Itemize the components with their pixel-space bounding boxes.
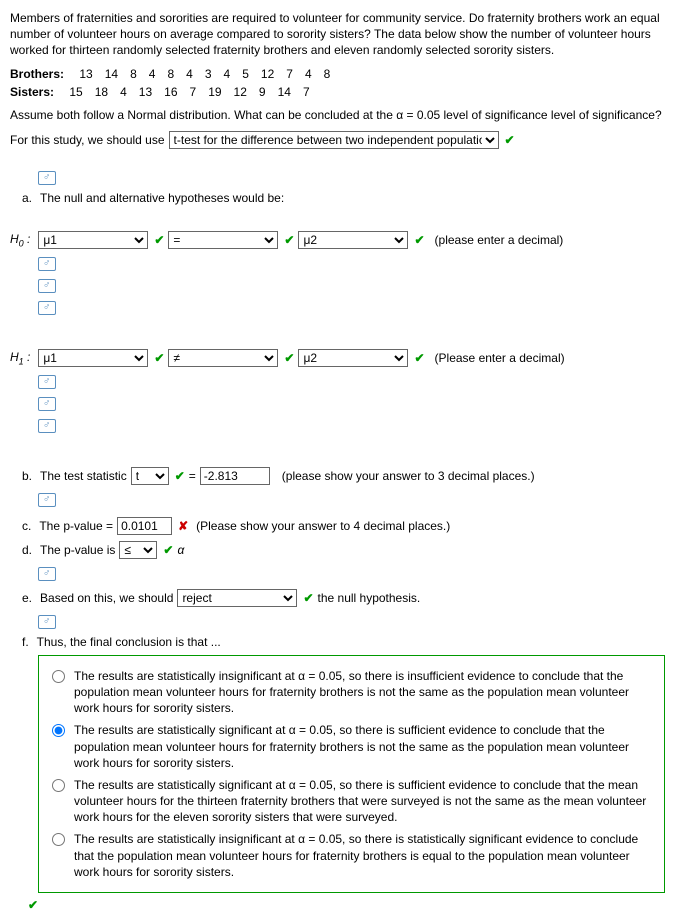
data-value: 15 xyxy=(63,85,88,99)
link-icon[interactable]: ♂ xyxy=(38,171,56,185)
check-icon: ✔ xyxy=(505,133,515,147)
link-icon[interactable]: ♂ xyxy=(38,257,56,271)
part-c: c. The p-value = ✘ (Please show your ans… xyxy=(22,517,665,535)
part-c-text: The p-value = xyxy=(39,519,113,533)
check-icon: ✔ xyxy=(414,233,424,247)
data-value: 14 xyxy=(99,67,124,81)
h1-row: H1 : μ1 ✔ ≠ ✔ μ2 ✔ (Please enter a decim… xyxy=(10,349,665,367)
h1-right-select[interactable]: μ2 xyxy=(298,349,408,367)
conclusion-radio-1[interactable] xyxy=(52,670,65,683)
data-value: 16 xyxy=(158,85,183,99)
check-icon: ✔ xyxy=(175,469,185,483)
h1-op-select[interactable]: ≠ xyxy=(168,349,278,367)
check-icon: ✔ xyxy=(154,233,164,247)
data-value: 8 xyxy=(161,67,180,81)
pvalue-input[interactable] xyxy=(117,517,172,535)
problem-intro: Members of fraternities and sororities a… xyxy=(10,10,665,59)
brothers-label: Brothers: xyxy=(10,67,64,81)
data-value: 12 xyxy=(255,67,280,81)
h0-op-select[interactable]: = xyxy=(168,231,278,249)
check-icon: ✔ xyxy=(163,543,173,557)
test-stat-select[interactable]: t xyxy=(131,467,169,485)
part-a: a. The null and alternative hypotheses w… xyxy=(22,191,665,205)
conclusion-text-4: The results are statistically insignific… xyxy=(74,831,656,880)
data-value: 12 xyxy=(228,85,253,99)
part-a-text: The null and alternative hypotheses woul… xyxy=(40,191,284,205)
h0-right-select[interactable]: μ2 xyxy=(298,231,408,249)
alpha-symbol: α xyxy=(177,543,184,557)
h1-label: H1 : xyxy=(10,350,30,366)
brothers-data: Brothers: 1314848434512748 xyxy=(10,67,665,81)
conclusion-radio-3[interactable] xyxy=(52,779,65,792)
conclusion-text-1: The results are statistically insignific… xyxy=(74,668,656,717)
data-value: 19 xyxy=(202,85,227,99)
data-value: 3 xyxy=(199,67,218,81)
h0-hint: (please enter a decimal) xyxy=(435,233,564,247)
part-e-after: the null hypothesis. xyxy=(318,591,421,605)
sisters-label: Sisters: xyxy=(10,85,54,99)
data-value: 13 xyxy=(73,67,98,81)
data-value: 13 xyxy=(133,85,158,99)
pvalue-compare-select[interactable]: ≤ xyxy=(119,541,157,559)
check-icon: ✔ xyxy=(284,233,294,247)
check-icon: ✔ xyxy=(414,351,424,365)
study-type-select[interactable]: t-test for the difference between two in… xyxy=(169,131,499,149)
link-icon[interactable]: ♂ xyxy=(38,493,56,507)
conclusion-text-2: The results are statistically significan… xyxy=(74,722,656,771)
data-value: 4 xyxy=(114,85,133,99)
h0-label: H0 : xyxy=(10,232,30,248)
part-d: d. The p-value is ≤ ✔ α xyxy=(22,541,665,559)
link-icon[interactable]: ♂ xyxy=(38,375,56,389)
data-value: 4 xyxy=(299,67,318,81)
part-b-hint: (please show your answer to 3 decimal pl… xyxy=(282,469,535,483)
decision-select[interactable]: reject xyxy=(177,589,297,607)
cross-icon: ✘ xyxy=(178,519,188,533)
assumption-text: Assume both follow a Normal distribution… xyxy=(10,107,665,123)
h0-row: H0 : μ1 ✔ = ✔ μ2 ✔ (please enter a decim… xyxy=(10,231,665,249)
link-icon[interactable]: ♂ xyxy=(38,615,56,629)
data-value: 4 xyxy=(180,67,199,81)
for-study-label: For this study, we should use xyxy=(10,133,165,147)
data-value: 14 xyxy=(272,85,297,99)
part-c-hint: (Please show your answer to 4 decimal pl… xyxy=(196,519,450,533)
data-value: 8 xyxy=(124,67,143,81)
data-value: 9 xyxy=(253,85,272,99)
data-value: 8 xyxy=(318,67,337,81)
conclusion-radio-2[interactable] xyxy=(52,724,65,737)
part-e-text: Based on this, we should xyxy=(40,591,173,605)
link-icon[interactable]: ♂ xyxy=(38,279,56,293)
link-icon[interactable]: ♂ xyxy=(38,301,56,315)
link-icon[interactable]: ♂ xyxy=(38,397,56,411)
data-value: 4 xyxy=(218,67,237,81)
data-value: 18 xyxy=(89,85,114,99)
sisters-data: Sisters: 151841316719129147 xyxy=(10,85,665,99)
data-value: 7 xyxy=(184,85,203,99)
part-d-text: The p-value is xyxy=(40,543,115,557)
h1-left-select[interactable]: μ1 xyxy=(38,349,148,367)
link-icon[interactable]: ♂ xyxy=(38,419,56,433)
part-f-text: Thus, the final conclusion is that ... xyxy=(37,635,221,649)
h1-hint: (Please enter a decimal) xyxy=(435,351,565,365)
check-icon: ✔ xyxy=(28,898,38,912)
equals-sign: = xyxy=(189,469,196,483)
part-e: e. Based on this, we should reject ✔ the… xyxy=(22,589,665,607)
check-icon: ✔ xyxy=(284,351,294,365)
study-line: For this study, we should use t-test for… xyxy=(10,131,665,149)
conclusion-text-3: The results are statistically significan… xyxy=(74,777,656,826)
conclusion-radio-4[interactable] xyxy=(52,833,65,846)
part-f: f. Thus, the final conclusion is that ..… xyxy=(22,635,665,649)
h0-left-select[interactable]: μ1 xyxy=(38,231,148,249)
link-icon[interactable]: ♂ xyxy=(38,567,56,581)
data-value: 7 xyxy=(280,67,299,81)
check-icon: ✔ xyxy=(154,351,164,365)
part-b-text: The test statistic xyxy=(40,469,127,483)
part-b: b. The test statistic t ✔ = (please show… xyxy=(22,467,665,485)
data-value: 4 xyxy=(143,67,162,81)
test-stat-input[interactable] xyxy=(200,467,270,485)
conclusion-box: The results are statistically insignific… xyxy=(38,655,665,893)
data-value: 7 xyxy=(297,85,316,99)
check-icon: ✔ xyxy=(303,591,313,605)
data-value: 5 xyxy=(236,67,255,81)
